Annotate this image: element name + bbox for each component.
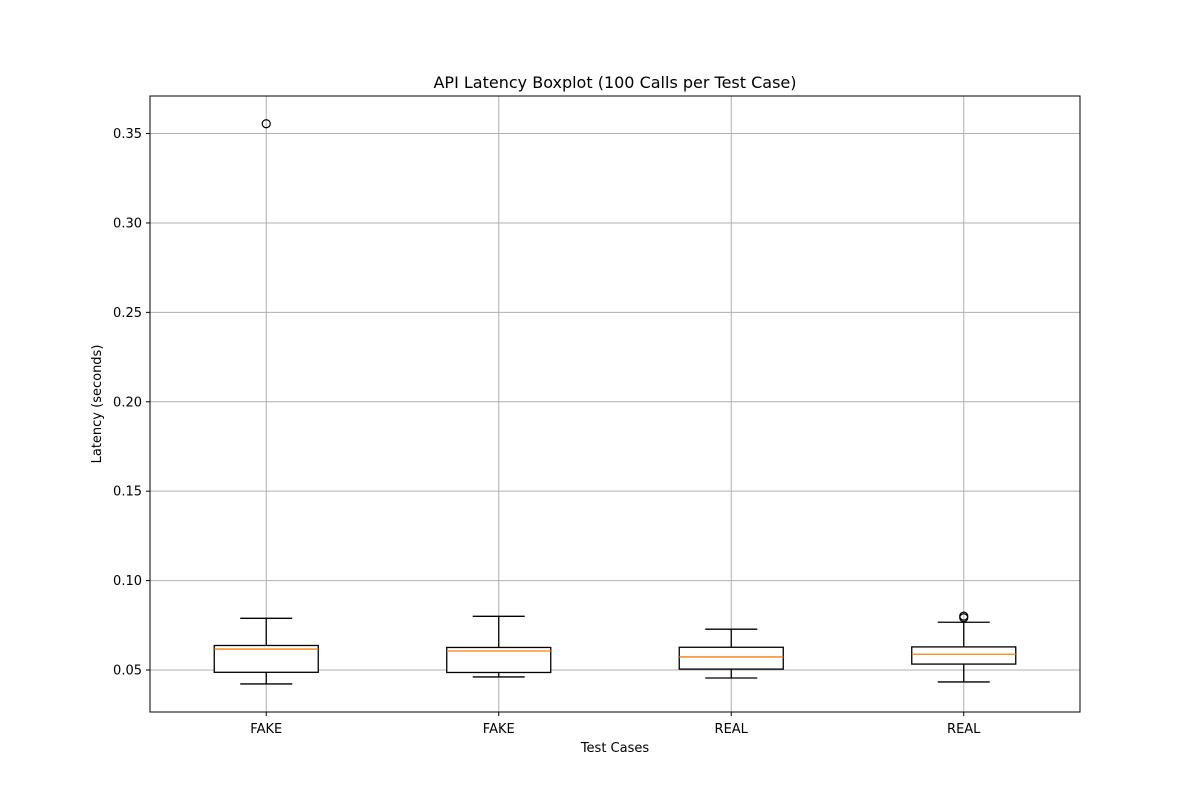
boxes: [213, 119, 1017, 685]
iqr-box: [678, 646, 784, 670]
y-tick-label: 0.25: [113, 306, 142, 321]
x-tick-label: REAL: [715, 722, 749, 737]
y-tick-label: 0.30: [113, 216, 142, 231]
plot-frame: [149, 95, 1081, 713]
iqr-box: [911, 646, 1017, 665]
box-group: [911, 611, 1017, 683]
box-group: [678, 628, 784, 679]
outlier-point: [261, 119, 271, 129]
x-tick-label: FAKE: [483, 722, 515, 737]
ticks: 0.05 0.10 0.15 0.20 0.25 0.30 0.35 FAKE FAKE REAL…: [113, 127, 981, 737]
iqr-box: [213, 644, 319, 673]
box-group: [446, 615, 552, 678]
chart-title: API Latency Boxplot (100 Calls per Test …: [433, 73, 796, 92]
y-tick-label: 0.20: [113, 395, 142, 410]
y-axis-label: Latency (seconds): [90, 345, 105, 464]
x-tick-label: REAL: [947, 722, 981, 737]
x-axis-label: Test Cases: [580, 741, 650, 756]
outlier-point: [959, 611, 969, 621]
y-tick-label: 0.35: [113, 127, 142, 142]
y-tick-label: 0.10: [113, 574, 142, 589]
grid: [150, 96, 1080, 712]
box-group: [213, 119, 319, 685]
y-tick-label: 0.15: [113, 485, 142, 500]
x-tick-label: FAKE: [250, 722, 282, 737]
y-tick-label: 0.05: [113, 663, 142, 678]
